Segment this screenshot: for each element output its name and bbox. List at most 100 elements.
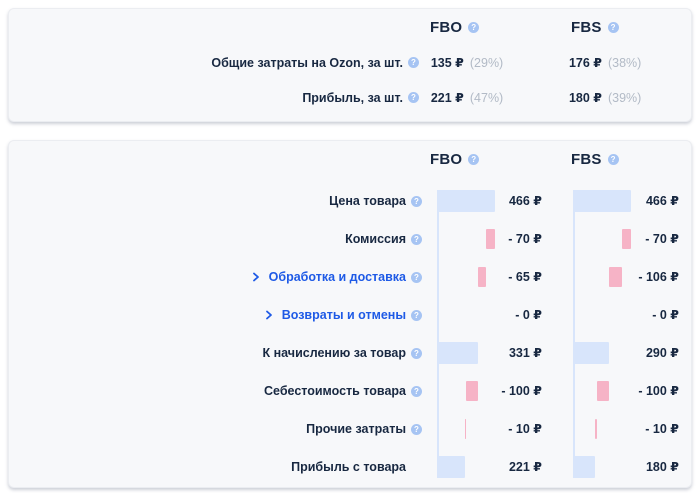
waterfall-bar bbox=[573, 456, 596, 478]
help-icon[interactable]: ? bbox=[411, 233, 422, 245]
breakdown-card: FBO ? FBS ? Цена товара ? 466 ₽ 466 ₽ Ко… bbox=[8, 140, 692, 488]
row-label: Прибыль с товара bbox=[291, 460, 406, 474]
row-label: К начислению за товар bbox=[262, 346, 406, 360]
help-icon[interactable]: ? bbox=[607, 22, 619, 33]
bar-value: - 10 ₽ bbox=[508, 422, 542, 436]
help-icon[interactable]: ? bbox=[407, 57, 419, 68]
row-label-cell: Прибыль с товара bbox=[9, 460, 406, 474]
row-label: Комиссия bbox=[345, 232, 406, 246]
help-icon[interactable]: ? bbox=[411, 271, 422, 283]
value-amount: 176 ₽ bbox=[568, 56, 602, 70]
chart-cell: - 65 ₽ bbox=[437, 258, 542, 296]
chart-cell: 466 ₽ bbox=[437, 182, 542, 220]
chevron-right-icon[interactable] bbox=[251, 272, 261, 282]
row-label-cell: Прибыль, за шт. bbox=[9, 91, 403, 105]
summary-rows: Общие затраты на Ozon, за шт. ? 135 ₽ (2… bbox=[9, 45, 691, 115]
bar-value: - 10 ₽ bbox=[645, 422, 679, 436]
row-label-cell: Прочие затраты bbox=[9, 422, 406, 436]
chevron-right-icon[interactable] bbox=[264, 310, 274, 320]
bar-value: - 100 ₽ bbox=[501, 384, 542, 398]
waterfall-bar bbox=[573, 342, 610, 364]
value-percent: (39%) bbox=[607, 90, 642, 105]
waterfall-bar bbox=[486, 229, 495, 249]
chart-cell: - 0 ₽ bbox=[573, 296, 679, 334]
summary-value-cell: 176 ₽ (38%) bbox=[568, 55, 691, 71]
breakdown-row: Прибыль с товара 221 ₽ 180 ₽ bbox=[9, 448, 691, 486]
column-header-label: FBO bbox=[430, 19, 463, 36]
waterfall-bar bbox=[573, 190, 631, 212]
help-icon[interactable]: ? bbox=[468, 154, 480, 165]
help-icon[interactable]: ? bbox=[411, 309, 422, 321]
waterfall-bar bbox=[622, 229, 631, 249]
row-label: Общие затраты на Ozon, за шт. bbox=[211, 55, 403, 70]
breakdown-row: Комиссия ? - 70 ₽ - 70 ₽ bbox=[9, 220, 691, 258]
help-icon[interactable]: ? bbox=[411, 347, 422, 359]
breakdown-row: К начислению за товар ? 331 ₽ 290 ₽ bbox=[9, 334, 691, 372]
value-amount: 135 ₽ bbox=[430, 56, 464, 70]
help-slot: ? bbox=[403, 57, 427, 68]
bar-value: - 0 ₽ bbox=[652, 308, 679, 322]
bar-value: - 0 ₽ bbox=[515, 308, 542, 322]
column-header-fbo: FBO ? bbox=[430, 151, 480, 168]
row-label: Себестоимость товара bbox=[264, 384, 406, 398]
axis-line bbox=[437, 190, 439, 478]
chart-cell: - 106 ₽ bbox=[573, 258, 679, 296]
breakdown-rows: Цена товара ? 466 ₽ 466 ₽ Комиссия ? - 7… bbox=[9, 182, 691, 486]
chart-cell: - 10 ₽ bbox=[573, 410, 679, 448]
help-icon[interactable]: ? bbox=[468, 22, 480, 33]
row-label-cell: Себестоимость товара bbox=[9, 384, 406, 398]
waterfall-bar bbox=[465, 381, 479, 401]
column-header-label: FBS bbox=[571, 19, 602, 36]
bar-value: 466 ₽ bbox=[645, 194, 679, 208]
row-label-cell[interactable]: Обработка и доставка bbox=[9, 270, 406, 284]
breakdown-row: Прочие затраты ? - 10 ₽ - 10 ₽ bbox=[9, 410, 691, 448]
value-percent: (29%) bbox=[469, 55, 504, 70]
summary-card: FBO ? FBS ? Общие затраты на Ozon, за шт… bbox=[8, 8, 692, 122]
bar-value: 466 ₽ bbox=[508, 194, 542, 208]
help-slot: ? bbox=[403, 92, 427, 103]
chart-cell: - 100 ₽ bbox=[437, 372, 542, 410]
bar-value: 290 ₽ bbox=[645, 346, 679, 360]
help-slot: ? bbox=[406, 233, 430, 245]
row-label: Цена товара bbox=[329, 194, 406, 208]
help-icon[interactable]: ? bbox=[411, 423, 422, 435]
row-label-cell: Цена товара bbox=[9, 194, 406, 208]
row-label: Прибыль, за шт. bbox=[302, 90, 403, 105]
waterfall-bar bbox=[464, 419, 466, 439]
help-icon[interactable]: ? bbox=[607, 154, 619, 165]
help-icon[interactable]: ? bbox=[411, 195, 422, 207]
help-icon[interactable]: ? bbox=[407, 92, 419, 103]
bar-value: 221 ₽ bbox=[508, 460, 542, 474]
waterfall-bar bbox=[609, 267, 623, 287]
breakdown-row: Обработка и доставка ? - 65 ₽ - 106 ₽ bbox=[9, 258, 691, 296]
value-percent: (47%) bbox=[469, 90, 504, 105]
help-slot: ? bbox=[406, 309, 430, 321]
row-label-cell: К начислению за товар bbox=[9, 346, 406, 360]
waterfall-bar bbox=[478, 267, 487, 287]
breakdown-row: Себестоимость товара ? - 100 ₽ - 100 ₽ bbox=[9, 372, 691, 410]
value-amount: 221 ₽ bbox=[430, 91, 464, 105]
chart-cell: 331 ₽ bbox=[437, 334, 542, 372]
chart-cell: 221 ₽ bbox=[437, 448, 542, 486]
value-percent: (38%) bbox=[607, 55, 642, 70]
column-header-fbo: FBO ? bbox=[430, 19, 480, 36]
chart-cell: - 70 ₽ bbox=[437, 220, 542, 258]
chart-cell: - 10 ₽ bbox=[437, 410, 542, 448]
help-slot: ? bbox=[406, 195, 430, 207]
row-label-cell[interactable]: Возвраты и отмены bbox=[9, 308, 406, 322]
waterfall-bar bbox=[437, 190, 495, 212]
column-header-label: FBO bbox=[430, 151, 463, 168]
help-icon[interactable]: ? bbox=[411, 385, 422, 397]
axis-line bbox=[573, 190, 575, 478]
summary-value-cell: 180 ₽ (39%) bbox=[569, 90, 691, 106]
column-header-label: FBS bbox=[571, 151, 602, 168]
chart-cell: - 70 ₽ bbox=[573, 220, 679, 258]
column-header-fbs: FBS ? bbox=[571, 151, 619, 168]
waterfall-bar bbox=[595, 419, 597, 439]
bar-value: 331 ₽ bbox=[508, 346, 542, 360]
waterfall-bar bbox=[437, 342, 479, 364]
bar-value: - 70 ₽ bbox=[645, 232, 679, 246]
chart-cell: - 100 ₽ bbox=[573, 372, 679, 410]
chart-cell: - 0 ₽ bbox=[437, 296, 542, 334]
waterfall-bar bbox=[437, 456, 465, 478]
